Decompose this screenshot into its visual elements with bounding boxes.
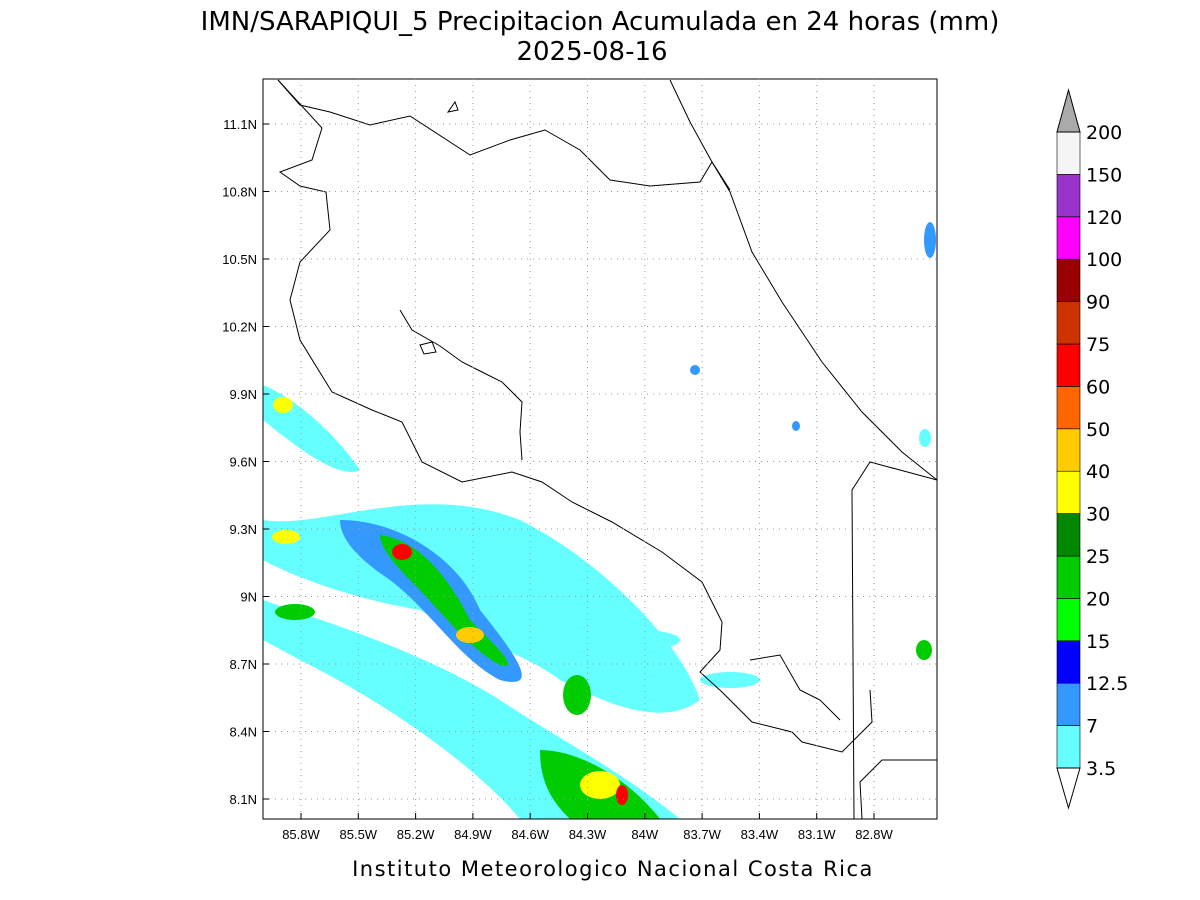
colorbar-bin — [1056, 258, 1081, 302]
colorbar-bin — [1056, 216, 1081, 260]
colorbar-label: 200 — [1086, 122, 1122, 144]
colorbar-bin — [1056, 386, 1081, 430]
x-tick-label: 82.8W — [855, 827, 893, 842]
x-tick-label: 84.9W — [454, 827, 492, 842]
colorbar-label: 20 — [1086, 588, 1110, 610]
y-tick-label: 10.5N — [222, 252, 257, 267]
colorbar-label: 7 — [1086, 716, 1098, 738]
y-tick-label: 9.3N — [230, 522, 257, 537]
colorbar-label: 75 — [1086, 334, 1110, 356]
colorbar-bin — [1056, 598, 1081, 642]
colorbar-bin — [1056, 301, 1081, 345]
colorbar-label: 30 — [1086, 504, 1110, 526]
colorbar-bin — [1056, 682, 1081, 726]
x-tick-label: 84.6W — [511, 827, 549, 842]
y-tick-label: 9.9N — [230, 387, 257, 402]
y-tick-label: 8.7N — [230, 657, 257, 672]
map — [262, 78, 938, 820]
title: IMN/SARAPIQUI_5 Precipitacion Acumulada … — [201, 7, 1000, 37]
x-tick-label: 83.4W — [741, 827, 779, 842]
colorbar-label: 12.5 — [1086, 673, 1128, 695]
y-tick-label: 9.6N — [230, 455, 257, 470]
colorbar-bin — [1056, 428, 1081, 472]
colorbar-label: 40 — [1086, 461, 1110, 483]
colorbar-bin — [1056, 174, 1081, 218]
colorbar-bin — [1056, 725, 1081, 769]
colorbar-over — [1056, 88, 1081, 133]
y-tick-label: 9N — [240, 590, 257, 605]
colorbar-label: 25 — [1086, 546, 1110, 568]
colorbar-label: 90 — [1086, 292, 1110, 314]
colorbar-bin — [1056, 343, 1081, 387]
colorbar-label: 3.5 — [1086, 758, 1116, 780]
map-frame — [262, 78, 938, 820]
colorbar-bin — [1056, 640, 1081, 684]
colorbar-label: 60 — [1086, 376, 1110, 398]
colorbar-under — [1056, 767, 1081, 810]
colorbar-bin — [1056, 131, 1081, 175]
colorbar-bin — [1056, 513, 1081, 557]
x-tick-label: 85.8W — [282, 827, 320, 842]
y-tick-label: 11.1N — [223, 117, 257, 132]
footer: Instituto Meteorologico Nacional Costa R… — [352, 857, 874, 881]
precip-field — [263, 222, 936, 819]
x-tick-label: 85.2W — [397, 827, 435, 842]
y-tick-label: 10.2N — [222, 320, 257, 335]
colorbar-label: 15 — [1086, 631, 1110, 653]
x-tick-label: 85.5W — [340, 827, 378, 842]
subtitle: 2025-08-16 — [516, 37, 667, 67]
colorbar-label: 50 — [1086, 419, 1110, 441]
coastline — [277, 79, 937, 819]
colorbar-label: 150 — [1086, 164, 1122, 186]
y-tick-label: 10.8N — [222, 185, 257, 200]
x-tick-label: 84W — [631, 827, 658, 842]
colorbar-label: 120 — [1086, 207, 1122, 229]
x-tick-label: 84.3W — [569, 827, 607, 842]
colorbar-bin — [1056, 555, 1081, 599]
y-tick-label: 8.1N — [230, 792, 257, 807]
colorbar-bin — [1056, 470, 1081, 514]
x-tick-label: 83.7W — [683, 827, 721, 842]
x-tick-label: 83.1W — [798, 827, 836, 842]
y-tick-label: 8.4N — [230, 725, 257, 740]
colorbar-label: 100 — [1086, 249, 1122, 271]
